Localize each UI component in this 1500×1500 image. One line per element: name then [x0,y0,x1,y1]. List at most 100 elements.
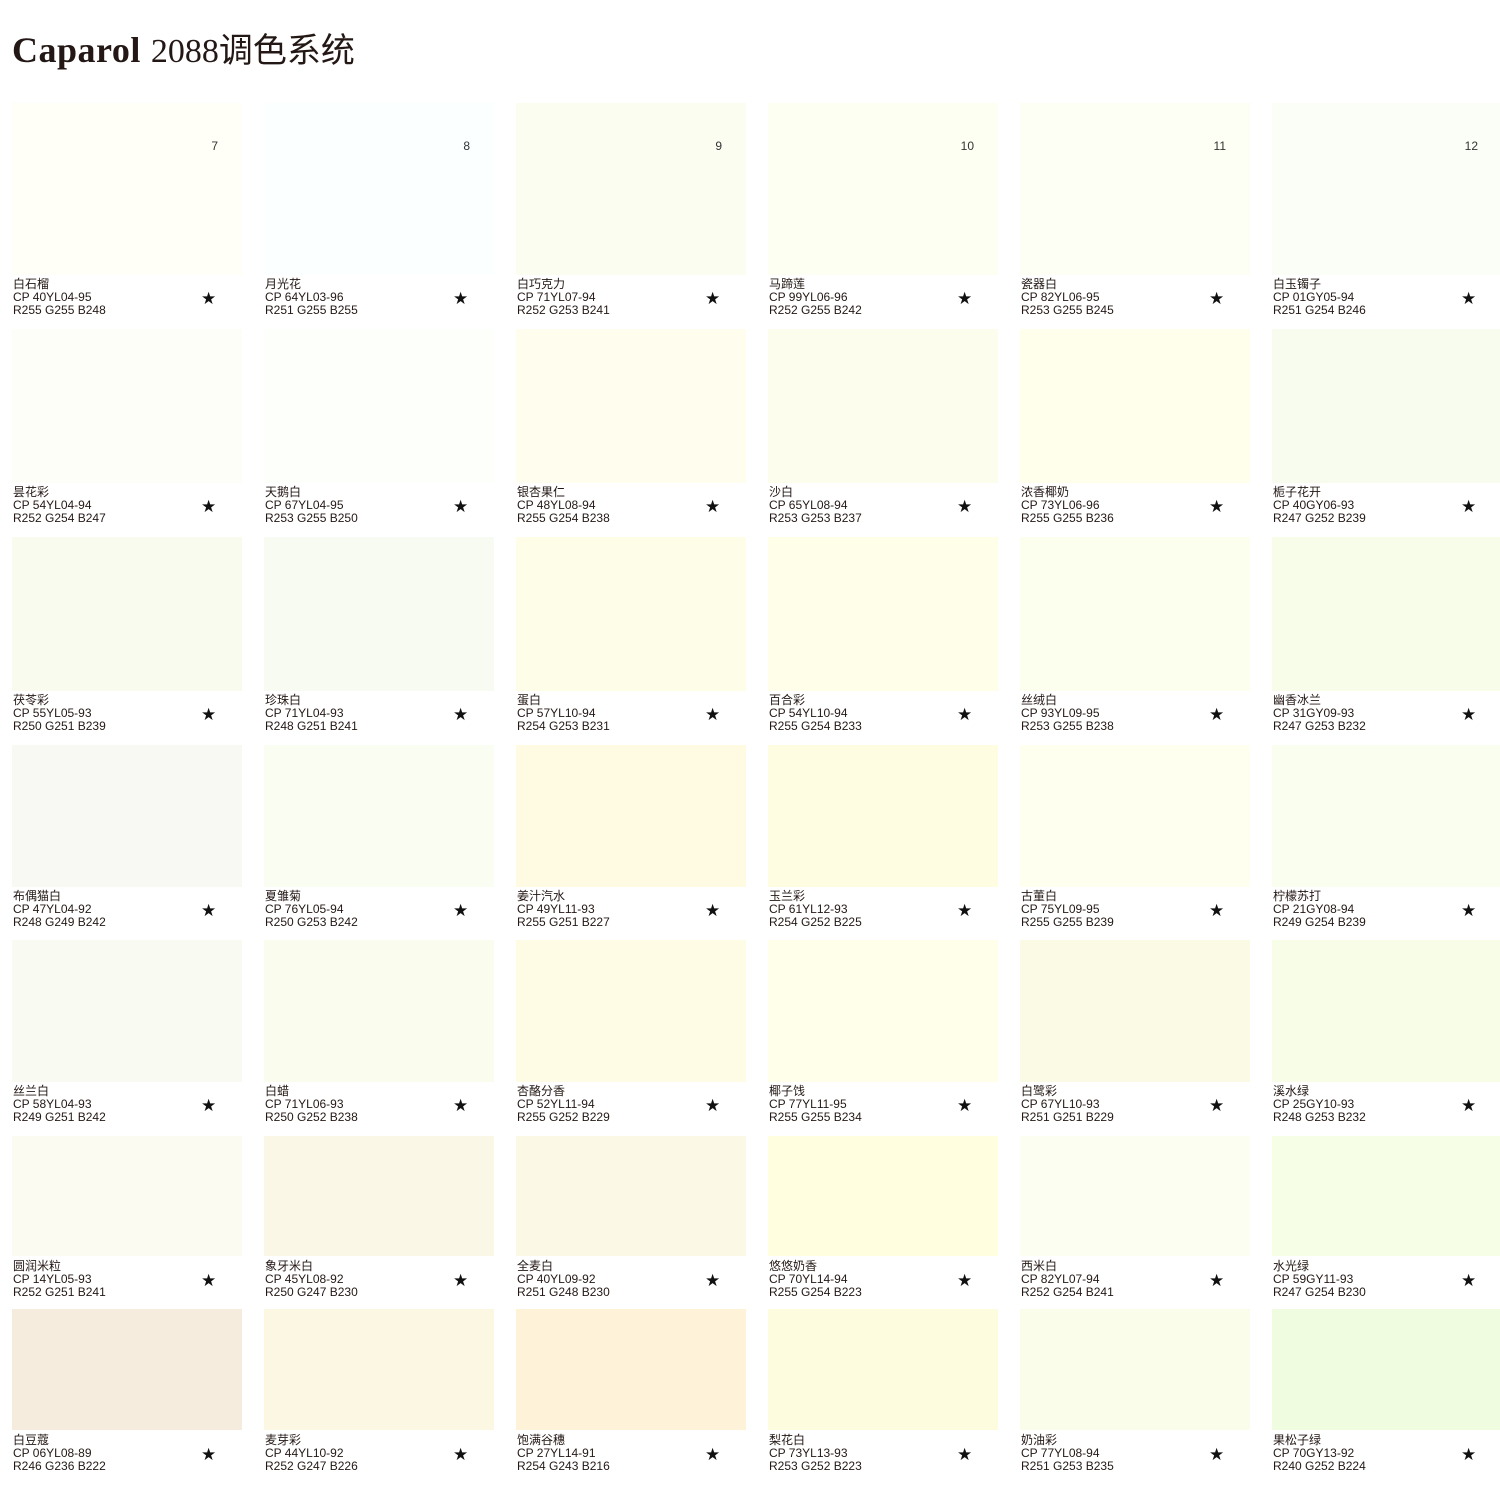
color-label: 月光花 CP 64YL03-96 R251 G255 B255 ★ [265,278,495,317]
rgb-value: R253 G252 B223 [769,1459,862,1473]
color-name: 象牙米白 [265,1259,314,1273]
rgb-value: R252 G255 B242 [769,303,862,317]
rgb-value: R253 G255 B245 [1021,303,1114,317]
color-code: CP 71YL04-93 [265,706,344,720]
rgb-value: R254 G243 B216 [517,1459,610,1473]
color-swatch [12,329,242,483]
color-name: 百合彩 [769,693,806,707]
color-label: 水光绿 CP 59GY11-93 R247 G254 B230 ★ [1273,1260,1500,1299]
color-label: 全麦白 CP 40YL09-92 R251 G248 B230 ★ [517,1260,747,1299]
color-label: 银杏果仁 CP 48YL08-94 R255 G254 B238 ★ [517,486,747,525]
color-swatch [1020,1136,1250,1256]
star-icon: ★ [1461,497,1477,516]
star-icon: ★ [705,497,721,516]
rgb-value: R252 G253 B241 [517,303,610,317]
star-icon: ★ [201,1271,217,1290]
color-label: 浓香椰奶 CP 73YL06-96 R255 G255 B236 ★ [1021,486,1251,525]
star-icon: ★ [201,901,217,920]
color-swatch: 8 [264,103,494,275]
color-swatch [1272,940,1500,1082]
star-icon: ★ [705,901,721,920]
star-icon: ★ [957,289,973,308]
color-label: 果松子绿 CP 70GY13-92 R240 G252 B224 ★ [1273,1434,1500,1473]
rgb-value: R252 G254 B247 [13,511,106,525]
rgb-value: R247 G253 B232 [1273,719,1366,733]
color-swatch [1020,537,1250,691]
star-icon: ★ [1461,1271,1477,1290]
color-swatch: 10 [768,103,998,275]
color-code: CP 47YL04-92 [13,902,92,916]
color-label: 奶油彩 CP 77YL08-94 R251 G253 B235 ★ [1021,1434,1251,1473]
color-name: 珍珠白 [265,693,302,707]
color-swatch [12,745,242,887]
color-swatch [768,537,998,691]
color-swatch [264,940,494,1082]
color-label: 栀子花开 CP 40GY06-93 R247 G252 B239 ★ [1273,486,1500,525]
color-swatch [1020,940,1250,1082]
color-code: CP 73YL13-93 [769,1446,848,1460]
star-icon: ★ [453,1096,469,1115]
color-code: CP 76YL05-94 [265,902,344,916]
color-name: 梨花白 [769,1433,806,1447]
color-code: CP 40YL09-92 [517,1272,596,1286]
color-name: 杏酪分香 [517,1084,566,1098]
color-code: CP 45YL08-92 [265,1272,344,1286]
color-code: CP 71YL07-94 [517,290,596,304]
color-code: CP 52YL11-94 [517,1097,595,1111]
rgb-value: R254 G253 B231 [517,719,610,733]
color-label: 白石榴 CP 40YL04-95 R255 G255 B248 ★ [13,278,243,317]
color-code: CP 75YL09-95 [1021,902,1100,916]
color-name: 沙白 [769,485,794,499]
color-swatch: 7 [12,103,242,275]
color-swatch [768,1136,998,1256]
color-swatch [12,940,242,1082]
color-name: 麦芽彩 [265,1433,302,1447]
color-name: 茯苓彩 [13,693,50,707]
rgb-value: R248 G253 B232 [1273,1110,1366,1124]
color-name: 夏雏菊 [265,889,302,903]
color-swatch [1272,1309,1500,1430]
color-swatch [264,537,494,691]
color-name: 天鹅白 [265,485,302,499]
color-name: 白巧克力 [517,277,566,291]
color-name: 悠悠奶香 [769,1259,818,1273]
color-swatch [1272,537,1500,691]
color-name: 溪水绿 [1273,1084,1310,1098]
rgb-value: R251 G253 B235 [1021,1459,1114,1473]
star-icon: ★ [705,1445,721,1464]
star-icon: ★ [1209,497,1225,516]
rgb-value: R246 G236 B222 [13,1459,106,1473]
color-code: CP 54YL10-94 [769,706,848,720]
color-name: 古董白 [1021,889,1058,903]
column-number: 11 [1213,139,1226,153]
color-swatch [1020,745,1250,887]
color-label: 沙白 CP 65YL08-94 R253 G253 B237 ★ [769,486,999,525]
color-name: 椰子饯 [769,1084,806,1098]
color-swatch [516,329,746,483]
star-icon: ★ [957,1271,973,1290]
rgb-value: R252 G247 B226 [265,1459,358,1473]
color-code: CP 49YL11-93 [517,902,595,916]
color-name: 布偶猫白 [13,889,62,903]
color-code: CP 44YL10-92 [265,1446,344,1460]
color-name: 银杏果仁 [517,485,566,499]
rgb-value: R253 G255 B250 [265,511,358,525]
color-name: 栀子花开 [1273,485,1322,499]
star-icon: ★ [1461,289,1477,308]
color-name: 玉兰彩 [769,889,806,903]
color-swatch [12,1136,242,1256]
star-icon: ★ [1461,705,1477,724]
color-swatch [516,1309,746,1430]
color-name: 柠檬苏打 [1273,889,1322,903]
rgb-value: R250 G253 B242 [265,915,358,929]
rgb-value: R247 G252 B239 [1273,511,1366,525]
color-name: 白玉镯子 [1273,277,1322,291]
color-label: 白豆蔻 CP 06YL08-89 R246 G236 B222 ★ [13,1434,243,1473]
color-swatch [1020,329,1250,483]
color-label: 天鹅白 CP 67YL04-95 R253 G255 B250 ★ [265,486,495,525]
color-swatch [768,1309,998,1430]
color-label: 白巧克力 CP 71YL07-94 R252 G253 B241 ★ [517,278,747,317]
color-label: 马蹄莲 CP 99YL06-96 R252 G255 B242 ★ [769,278,999,317]
color-swatch [516,940,746,1082]
color-swatch [264,329,494,483]
